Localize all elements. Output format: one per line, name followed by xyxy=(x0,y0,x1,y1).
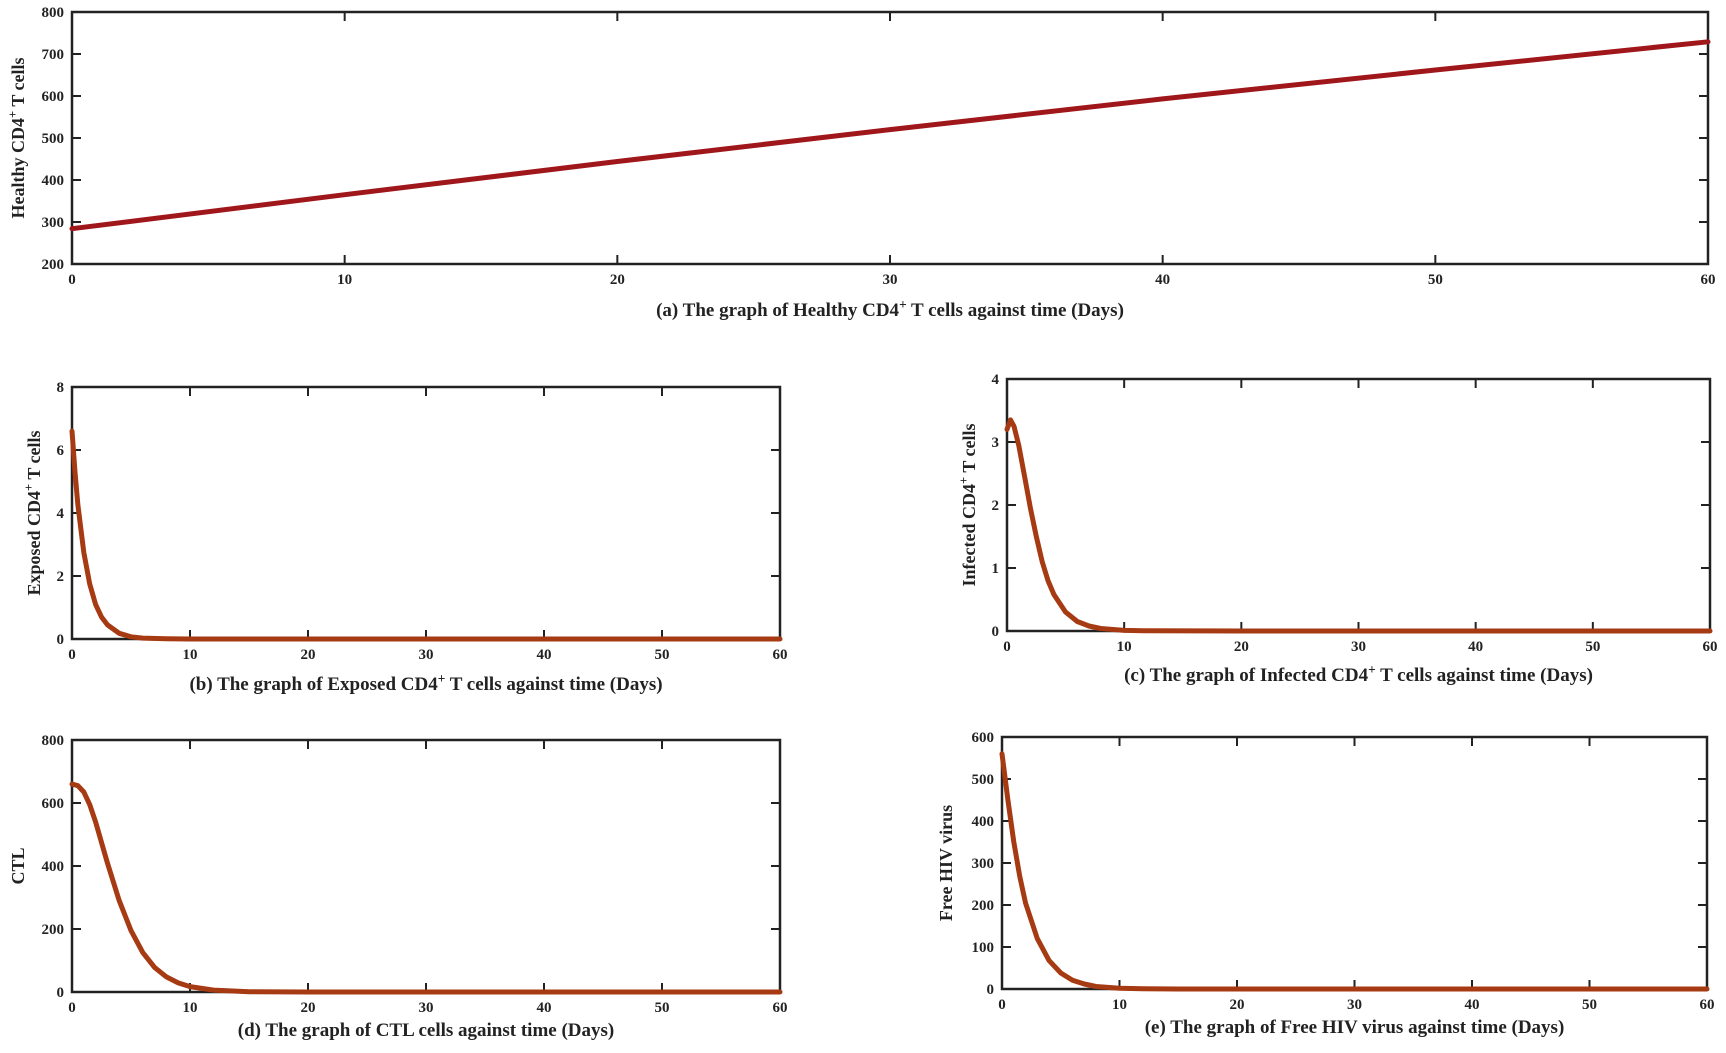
series-line xyxy=(1004,417,1713,634)
x-tick-label: 60 xyxy=(1700,997,1715,1013)
x-tick-label: 0 xyxy=(68,1000,76,1016)
x-tick-label: 0 xyxy=(68,647,76,663)
y-tick-label: 600 xyxy=(972,730,995,746)
x-tick-label: 40 xyxy=(537,647,552,663)
y-tick-label: 100 xyxy=(972,940,995,956)
y-tick-label: 600 xyxy=(42,89,65,105)
chart-caption: (b) The graph of Exposed CD4+ T cells ag… xyxy=(189,671,662,696)
x-tick-label: 10 xyxy=(183,647,198,663)
x-tick-label: 40 xyxy=(1155,272,1170,288)
y-tick-label: 4 xyxy=(57,506,65,522)
x-tick-label: 50 xyxy=(655,1000,670,1016)
x-tick-label: 30 xyxy=(419,1000,434,1016)
chart-caption: (d) The graph of CTL cells against time … xyxy=(238,1020,614,1041)
y-tick-label: 300 xyxy=(972,856,995,872)
x-tick-label: 60 xyxy=(773,1000,788,1016)
y-tick-label: 1 xyxy=(992,561,1000,577)
y-tick-label: 500 xyxy=(972,772,995,788)
y-tick-label: 800 xyxy=(42,5,65,21)
x-tick-label: 30 xyxy=(883,272,898,288)
x-tick-label: 20 xyxy=(1234,639,1249,655)
x-tick-label: 20 xyxy=(610,272,625,288)
x-tick-label: 30 xyxy=(419,647,434,663)
x-tick-label: 40 xyxy=(537,1000,552,1016)
y-tick-label: 0 xyxy=(987,982,995,998)
y-tick-label: 700 xyxy=(42,47,65,63)
y-tick-label: 2 xyxy=(992,498,1000,514)
y-tick-label: 400 xyxy=(42,173,65,189)
y-tick-label: 300 xyxy=(42,215,65,231)
plot-frame xyxy=(70,10,1710,266)
chart-b: 0 10 20 30 40 50 60 0 2 4 6 8 Exposed CD4+ T cells (b… xyxy=(22,380,788,695)
y-tick-label: 800 xyxy=(42,733,65,749)
series-line xyxy=(69,39,1711,232)
x-tick-label: 50 xyxy=(655,647,670,663)
y-tick-label: 8 xyxy=(57,380,65,396)
x-tick-label: 60 xyxy=(1701,272,1716,288)
x-tick-label: 10 xyxy=(1112,997,1127,1013)
chart-caption: (e) The graph of Free HIV virus against … xyxy=(1145,1017,1565,1038)
x-tick-label: 30 xyxy=(1351,639,1366,655)
x-tick-label: 30 xyxy=(1347,997,1362,1013)
y-axis-label: Exposed CD4+ T cells xyxy=(22,430,44,595)
x-tick-label: 50 xyxy=(1582,997,1597,1013)
y-tick-label: 200 xyxy=(42,257,65,273)
x-tick-label: 20 xyxy=(301,647,316,663)
y-tick-label: 0 xyxy=(992,624,1000,640)
y-tick-label: 400 xyxy=(42,859,65,875)
plot-frame xyxy=(1000,735,1709,991)
y-axis-label: Free HIV virus xyxy=(936,805,956,921)
y-tick-label: 200 xyxy=(972,898,995,914)
y-tick-label: 0 xyxy=(57,985,65,1001)
x-tick-label: 10 xyxy=(1117,639,1132,655)
y-tick-label: 600 xyxy=(42,796,65,812)
plot-frame xyxy=(70,385,782,641)
x-tick-label: 60 xyxy=(773,647,788,663)
x-tick-label: 0 xyxy=(68,272,76,288)
x-tick-label: 10 xyxy=(183,1000,198,1016)
y-axis-label: Healthy CD4+ T cells xyxy=(6,57,28,218)
y-tick-label: 0 xyxy=(57,632,65,648)
y-tick-label: 2 xyxy=(57,569,65,585)
y-tick-label: 3 xyxy=(992,435,1000,451)
chart-caption: (a) The graph of Healthy CD4+ T cells ag… xyxy=(656,297,1124,322)
x-tick-label: 40 xyxy=(1468,639,1483,655)
y-axis-label: Infected CD4+ T cells xyxy=(957,423,979,586)
y-tick-label: 6 xyxy=(57,443,65,459)
series-line xyxy=(69,781,783,995)
x-tick-label: 20 xyxy=(301,1000,316,1016)
x-tick-label: 20 xyxy=(1230,997,1245,1013)
x-tick-label: 10 xyxy=(337,272,352,288)
series-line xyxy=(999,751,1710,992)
series-line xyxy=(69,428,783,642)
y-tick-label: 4 xyxy=(992,372,1000,388)
chart-c: 0 10 20 30 40 50 60 0 1 2 3 4 Infected CD4+ T cells (… xyxy=(957,372,1718,686)
chart-caption: (c) The graph of Infected CD4+ T cells a… xyxy=(1124,662,1593,687)
plot-frame xyxy=(70,738,782,994)
x-tick-label: 0 xyxy=(998,997,1006,1013)
y-tick-label: 400 xyxy=(972,814,995,830)
x-tick-label: 60 xyxy=(1703,639,1718,655)
y-tick-label: 500 xyxy=(42,131,65,147)
x-tick-label: 40 xyxy=(1465,997,1480,1013)
y-tick-label: 200 xyxy=(42,922,65,938)
plot-frame xyxy=(1005,377,1712,633)
x-tick-label: 50 xyxy=(1428,272,1443,288)
chart-a: 0 10 20 30 40 50 60 200 300 400 500 600 700 800 Health… xyxy=(6,5,1716,321)
x-tick-label: 0 xyxy=(1003,639,1011,655)
x-tick-label: 50 xyxy=(1585,639,1600,655)
y-axis-label: CTL xyxy=(8,847,28,884)
